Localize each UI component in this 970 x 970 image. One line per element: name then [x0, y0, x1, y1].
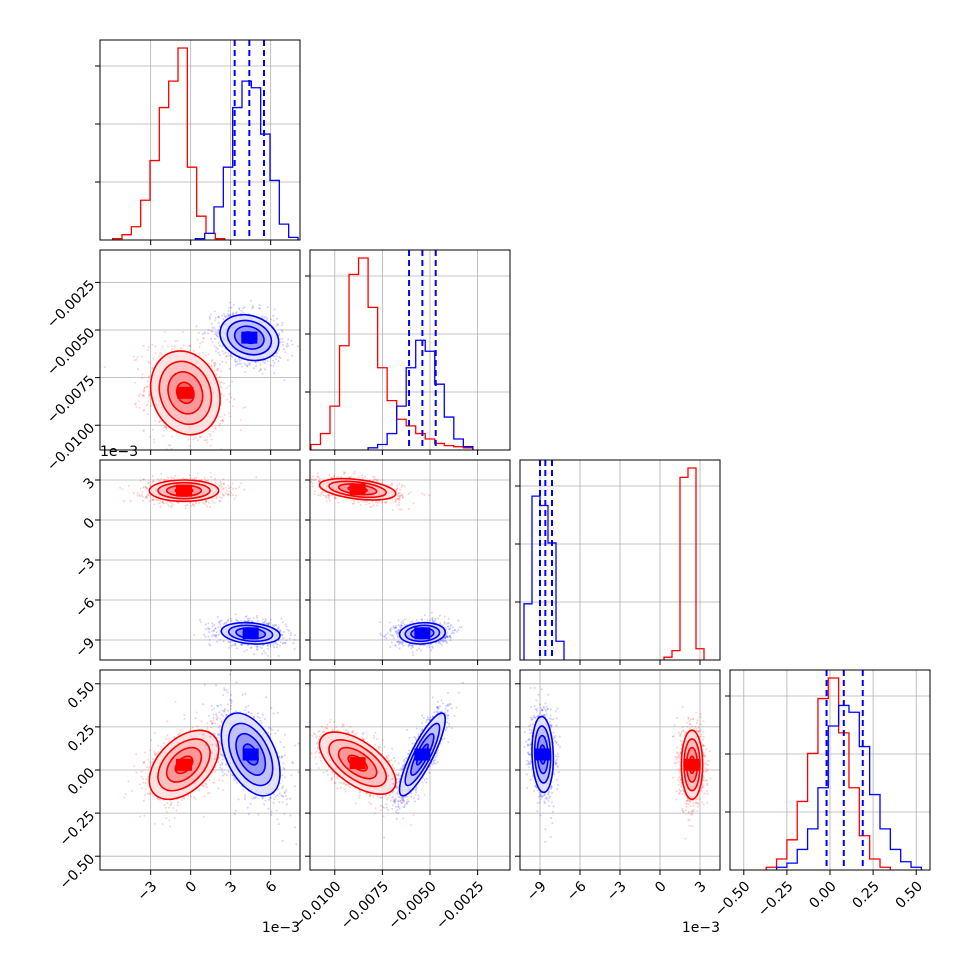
hist-panel-p2 [305, 249, 511, 455]
x-tick-label: 0.50 [893, 878, 926, 911]
x-tick-label: −0.25 [755, 878, 797, 920]
x-tick-label: −0.0050 [386, 878, 440, 932]
x-tick-label: −3 [604, 878, 630, 904]
y-tick-label: −3 [72, 555, 98, 581]
density-peak-red [349, 757, 366, 770]
histogram-blue [367, 339, 474, 450]
scatter-panel-p3-p4: −9 −6 −3 0 3 1e−3 [515, 669, 721, 936]
x-tick-label: −0.50 [712, 878, 754, 920]
x-tick-label: −9 [524, 878, 550, 904]
y-tick-label: 0.50 [65, 679, 98, 712]
y-tick-label: 3 [81, 475, 99, 493]
panel-frame [99, 39, 301, 241]
scatter-panel-p2-p4: −0.0100−0.0075−0.0050−0.0025 [290, 669, 511, 933]
y-tick-label: −0.0100 [44, 420, 98, 474]
x-tick-label: −0.0025 [433, 878, 487, 932]
x-tick-label: 0.25 [850, 878, 883, 911]
hist-panel-p3 [515, 459, 721, 665]
y-tick-label: −0.50 [57, 851, 99, 893]
x-offset-label: 1e−3 [682, 920, 720, 936]
x-offset-label: 1e−3 [262, 920, 300, 936]
x-tick-label: −6 [564, 878, 590, 904]
panel-frame [99, 249, 301, 451]
y-tick-label: 0.25 [65, 722, 98, 755]
panel-frame [309, 249, 511, 451]
density-peak-red [177, 386, 194, 399]
y-tick-label: −0.0025 [44, 277, 98, 331]
density-peak-blue [242, 627, 259, 640]
y-tick-label: −6 [72, 595, 98, 621]
y-tick-label: 0 [81, 515, 99, 533]
histogram-blue [523, 495, 565, 660]
y-tick-label: −0.0075 [44, 373, 98, 427]
density-peak-red [176, 758, 192, 771]
density-peak-blue [241, 331, 258, 344]
y-tick-label: −9 [72, 635, 98, 661]
y-tick-label: 0.00 [65, 765, 98, 798]
hist-panel-p4: −0.50 −0.25 0.00 0.25 0.50 [712, 669, 931, 920]
density-peak-red [176, 484, 192, 497]
scatter-panel-p1-p2: −0.0100−0.0075−0.0050−0.0025 [44, 249, 301, 474]
histogram-red [663, 467, 705, 660]
x-tick-label: 3 [692, 878, 710, 896]
x-tick-label: −0.0100 [290, 878, 344, 932]
x-tick-label: −3 [135, 878, 161, 904]
y-tick-label: −0.0050 [44, 325, 98, 379]
x-tick-label: 3 [223, 878, 241, 896]
y-tick-label: −0.25 [57, 808, 99, 850]
x-tick-label: 0 [183, 878, 201, 896]
density-peak-blue [414, 627, 431, 640]
x-tick-label: 0 [652, 878, 670, 896]
scatter-panel-p1-p4: −3 0 3 6 1e−3 −0.50−0.25 0.00 0.25 0.50 [57, 669, 301, 936]
histogram-red [310, 257, 474, 450]
density-peak-red [349, 483, 366, 496]
histogram-blue [194, 80, 299, 240]
histogram-red [112, 47, 226, 240]
x-tick-label: −0.0075 [338, 878, 392, 932]
histogram-blue [775, 704, 923, 870]
x-tick-label: 6 [263, 878, 281, 896]
density-peak-blue [414, 748, 431, 761]
x-tick-label: 0.00 [806, 878, 839, 911]
y-offset-label: 1e−3 [100, 444, 138, 460]
hist-panel-p1 [95, 39, 301, 245]
scatter-panel-p2-p3 [305, 459, 511, 665]
density-peak-blue [534, 748, 551, 761]
density-peak-blue [242, 748, 259, 761]
histogram-red [765, 677, 891, 870]
scatter-panel-p1-p3: −9 −6 −3 0 31e−3 [72, 444, 301, 665]
density-peak-red [684, 758, 700, 771]
